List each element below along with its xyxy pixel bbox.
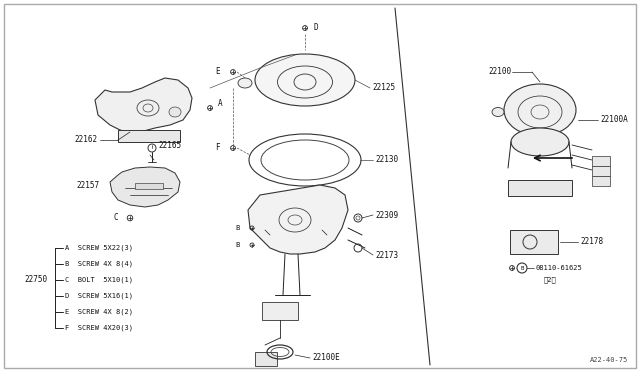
Ellipse shape <box>169 107 181 117</box>
Text: 22130: 22130 <box>375 155 398 164</box>
Text: D  SCREW 5X16(1): D SCREW 5X16(1) <box>65 293 133 299</box>
Text: B  SCREW 4X 8(4): B SCREW 4X 8(4) <box>65 261 133 267</box>
Text: 22309: 22309 <box>375 211 398 219</box>
Text: B: B <box>236 225 240 231</box>
Polygon shape <box>95 78 192 133</box>
Bar <box>135 183 163 189</box>
Text: F  SCREW 4X20(3): F SCREW 4X20(3) <box>65 325 133 331</box>
Bar <box>510 230 558 254</box>
Text: 22125: 22125 <box>372 83 395 93</box>
Bar <box>262 302 298 320</box>
Text: 22750: 22750 <box>25 276 48 285</box>
Bar <box>592 176 610 186</box>
Bar <box>508 180 572 196</box>
Text: 22100: 22100 <box>489 67 512 77</box>
Text: A: A <box>218 99 223 109</box>
Text: 22173: 22173 <box>375 250 398 260</box>
Bar <box>592 156 610 166</box>
Text: 22157: 22157 <box>77 180 100 189</box>
Bar <box>592 166 610 176</box>
Text: 22162: 22162 <box>75 135 98 144</box>
Text: （2）: （2） <box>543 277 556 283</box>
Text: B: B <box>520 266 524 270</box>
Text: 22178: 22178 <box>580 237 603 247</box>
Text: F: F <box>216 144 220 153</box>
Text: C: C <box>113 214 118 222</box>
Ellipse shape <box>255 54 355 106</box>
Polygon shape <box>110 167 180 207</box>
Bar <box>255 352 277 366</box>
Ellipse shape <box>492 108 504 116</box>
Text: A22-40-75: A22-40-75 <box>589 357 628 363</box>
Ellipse shape <box>504 84 576 136</box>
Text: E: E <box>216 67 220 77</box>
Ellipse shape <box>238 78 252 88</box>
Polygon shape <box>248 185 348 254</box>
Text: 22100A: 22100A <box>600 115 628 125</box>
Bar <box>118 130 180 142</box>
Ellipse shape <box>511 128 569 156</box>
Text: C  BOLT  5X10(1): C BOLT 5X10(1) <box>65 277 133 283</box>
Text: D: D <box>314 23 319 32</box>
Text: E  SCREW 4X 8(2): E SCREW 4X 8(2) <box>65 309 133 315</box>
Text: 22100E: 22100E <box>312 353 340 362</box>
Text: A  SCREW 5X22(3): A SCREW 5X22(3) <box>65 245 133 251</box>
Text: 08110-61625: 08110-61625 <box>536 265 583 271</box>
Text: 22165: 22165 <box>158 141 181 150</box>
Text: B: B <box>236 242 240 248</box>
